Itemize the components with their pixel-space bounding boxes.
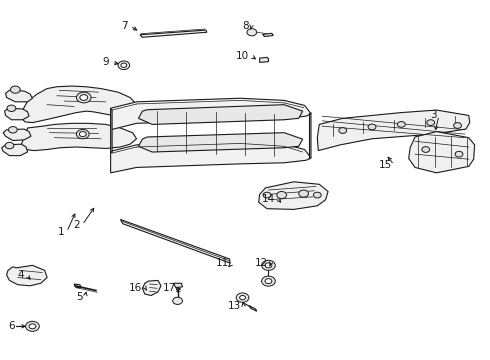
- Circle shape: [277, 192, 287, 199]
- Polygon shape: [111, 108, 112, 153]
- Polygon shape: [259, 182, 328, 210]
- Polygon shape: [263, 33, 273, 37]
- Text: 12: 12: [255, 258, 269, 268]
- Circle shape: [5, 142, 14, 149]
- Polygon shape: [6, 265, 47, 286]
- Polygon shape: [139, 105, 303, 125]
- Polygon shape: [1, 144, 27, 156]
- Circle shape: [247, 29, 257, 36]
- Circle shape: [79, 132, 86, 136]
- Circle shape: [454, 123, 462, 129]
- Circle shape: [118, 61, 130, 69]
- Polygon shape: [3, 129, 31, 140]
- Circle shape: [455, 151, 463, 157]
- Polygon shape: [111, 98, 311, 130]
- Text: 6: 6: [8, 321, 14, 331]
- Polygon shape: [5, 90, 32, 102]
- Polygon shape: [310, 113, 311, 159]
- Polygon shape: [260, 57, 269, 62]
- Circle shape: [29, 324, 36, 329]
- Polygon shape: [143, 280, 161, 296]
- Circle shape: [121, 63, 127, 67]
- Circle shape: [262, 260, 275, 270]
- Text: 7: 7: [121, 21, 128, 31]
- Text: 8: 8: [242, 21, 249, 31]
- Text: 14: 14: [262, 194, 275, 204]
- Circle shape: [263, 192, 271, 198]
- Circle shape: [427, 120, 435, 126]
- Circle shape: [422, 147, 430, 152]
- Circle shape: [25, 321, 39, 331]
- Circle shape: [172, 297, 182, 305]
- Polygon shape: [318, 110, 470, 150]
- Polygon shape: [173, 283, 182, 288]
- Text: 17: 17: [162, 283, 175, 293]
- Text: 2: 2: [73, 220, 80, 230]
- Circle shape: [262, 276, 275, 286]
- Circle shape: [299, 190, 309, 197]
- Circle shape: [397, 122, 405, 127]
- Text: 11: 11: [216, 258, 229, 268]
- Circle shape: [265, 263, 272, 268]
- Circle shape: [236, 293, 249, 302]
- Polygon shape: [139, 133, 303, 152]
- Polygon shape: [21, 123, 137, 150]
- Circle shape: [76, 130, 89, 139]
- Polygon shape: [409, 132, 475, 173]
- Text: 4: 4: [18, 270, 24, 280]
- Text: 15: 15: [378, 160, 392, 170]
- Circle shape: [80, 95, 88, 100]
- Text: 10: 10: [236, 51, 249, 61]
- Circle shape: [339, 128, 346, 134]
- Circle shape: [76, 92, 91, 103]
- Circle shape: [368, 124, 376, 130]
- Text: 13: 13: [228, 301, 241, 311]
- Circle shape: [10, 86, 20, 93]
- Circle shape: [8, 127, 17, 133]
- Polygon shape: [20, 86, 138, 123]
- Polygon shape: [121, 220, 230, 263]
- Circle shape: [265, 279, 272, 284]
- Circle shape: [314, 192, 321, 198]
- Text: 9: 9: [102, 57, 109, 67]
- Polygon shape: [140, 30, 207, 37]
- Text: 3: 3: [430, 111, 437, 121]
- Polygon shape: [74, 284, 81, 288]
- Text: 16: 16: [129, 283, 143, 293]
- Text: 5: 5: [76, 292, 83, 302]
- Polygon shape: [4, 108, 29, 120]
- Circle shape: [240, 296, 245, 300]
- Polygon shape: [111, 141, 311, 173]
- Text: 1: 1: [58, 227, 64, 237]
- Polygon shape: [249, 306, 257, 311]
- Circle shape: [7, 105, 16, 112]
